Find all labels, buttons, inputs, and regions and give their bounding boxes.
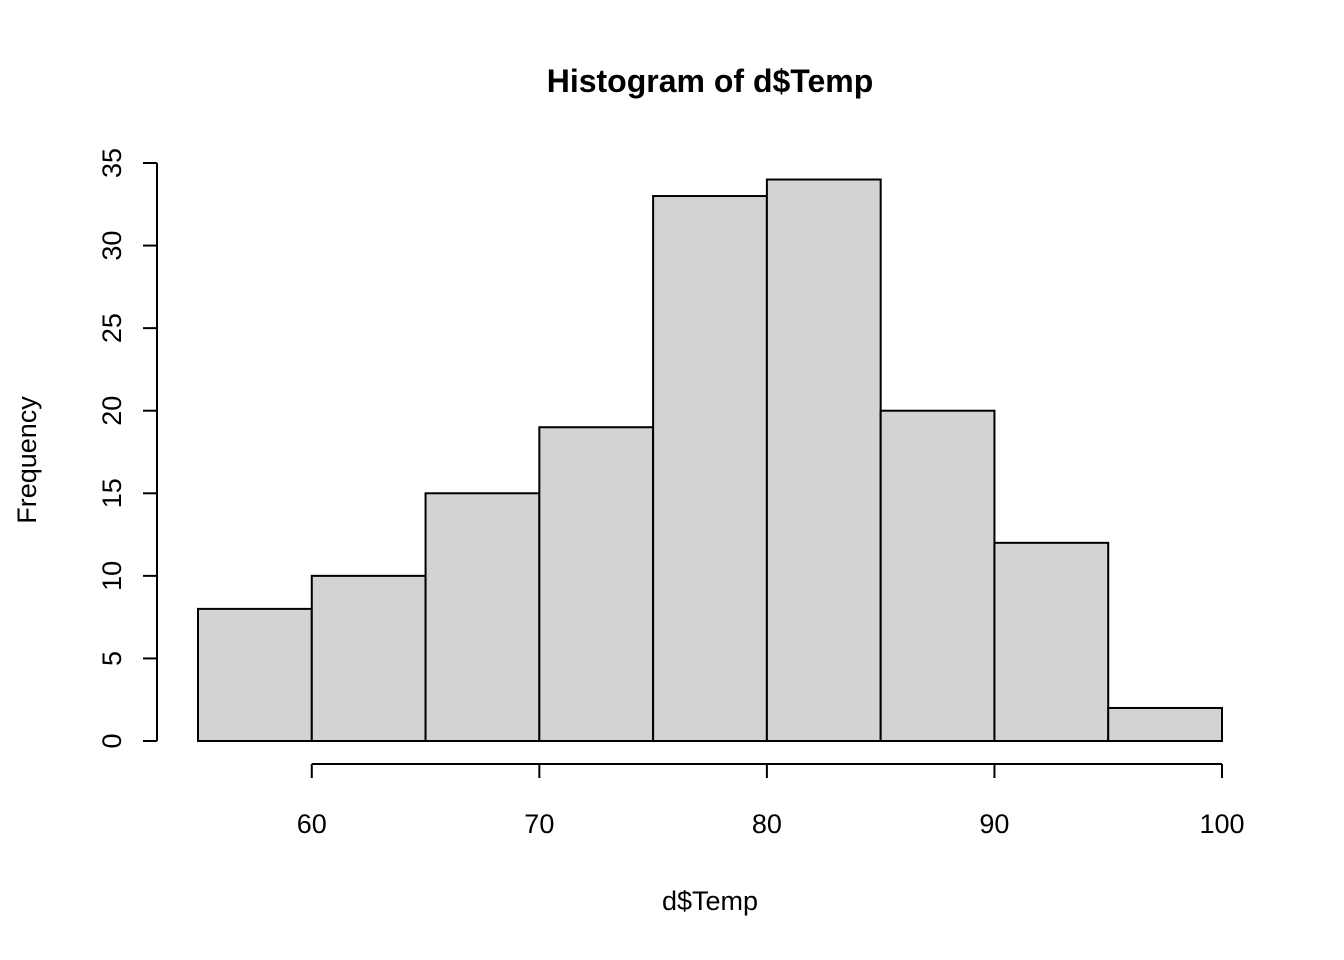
y-tick-label: 25 (97, 313, 127, 343)
x-tick-label: 90 (979, 809, 1009, 839)
x-axis-title: d$Temp (662, 886, 758, 916)
histogram-bar (1107, 706, 1223, 743)
x-tick-label: 60 (297, 809, 327, 839)
histogram-bar (652, 195, 768, 742)
y-tick-label: 15 (97, 478, 127, 508)
histogram-bar (424, 492, 541, 742)
histogram-bar (310, 574, 427, 742)
x-tick-label: 70 (524, 809, 554, 839)
x-axis: 60 70 80 90 100 (297, 763, 1245, 839)
y-tick-label: 10 (97, 561, 127, 591)
y-tick-label: 5 (97, 651, 127, 666)
y-tick-label: 30 (97, 231, 127, 261)
histogram-bar (765, 178, 882, 742)
y-tick-label: 35 (97, 148, 127, 178)
chart-title: Histogram of d$Temp (547, 63, 874, 99)
x-tick-label: 80 (752, 809, 782, 839)
y-axis-title: Frequency (12, 396, 42, 524)
histogram-bar (538, 426, 655, 742)
bars-layer (197, 178, 1223, 743)
histogram-bar (993, 541, 1110, 742)
histogram-bar (879, 409, 996, 742)
y-tick-label: 0 (97, 733, 127, 748)
x-tick-label: 100 (1199, 809, 1244, 839)
y-tick-label: 20 (97, 396, 127, 426)
histogram-bar (197, 607, 313, 743)
y-axis: 0 5 10 15 20 25 30 35 (97, 148, 158, 749)
